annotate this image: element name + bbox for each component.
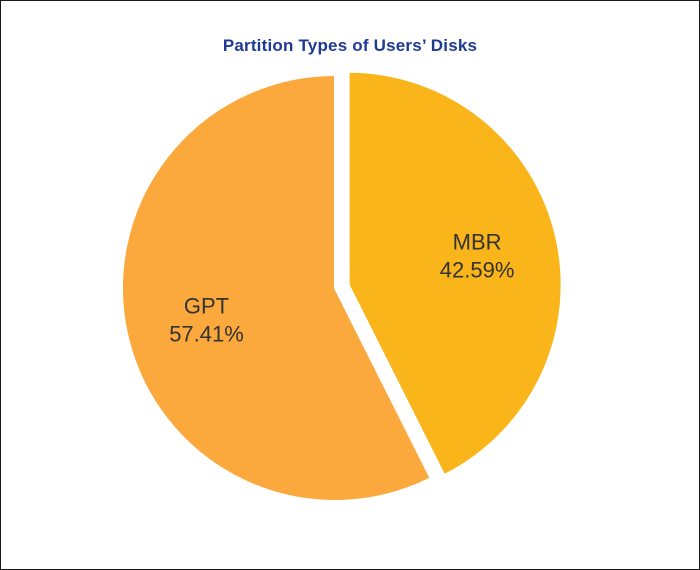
- pie-slice-gpt: [121, 73, 432, 502]
- slice-value-label-gpt: 57.41%: [169, 321, 244, 346]
- slice-name-label-mbr: MBR: [453, 229, 502, 254]
- slice-name-label-gpt: GPT: [184, 293, 229, 318]
- pie-slice-mbr: [347, 70, 563, 477]
- slice-value-label-mbr: 42.59%: [440, 257, 515, 282]
- chart-title: Partition Types of Users’ Disks: [222, 36, 478, 55]
